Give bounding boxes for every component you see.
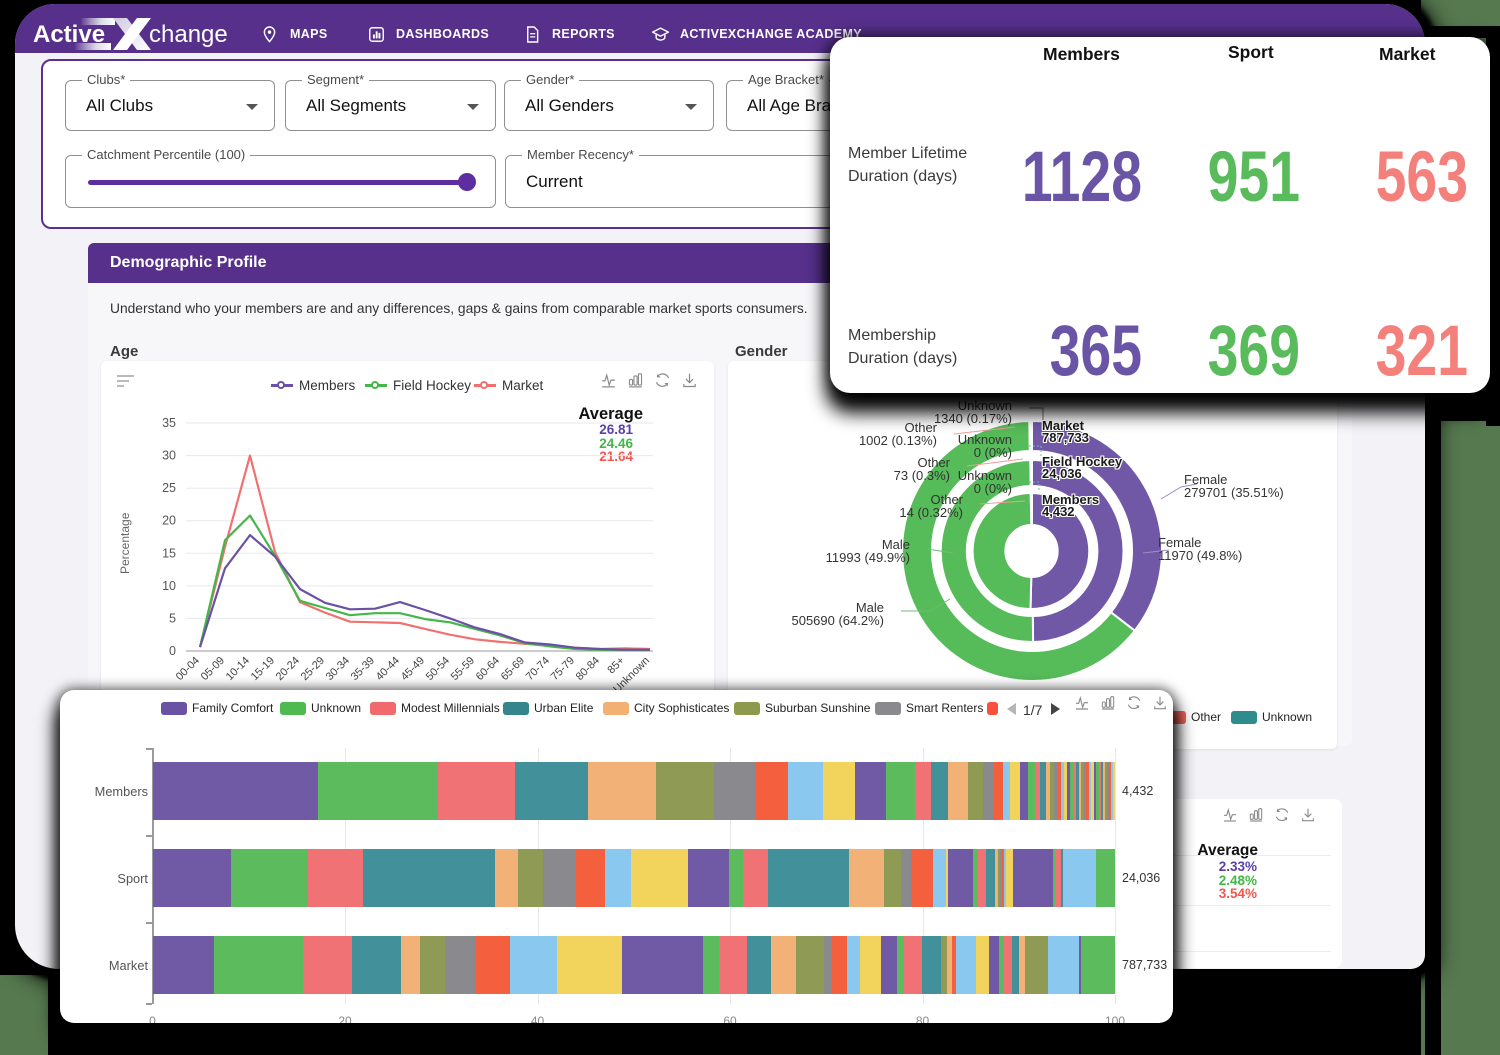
svg-text:00-04: 00-04 bbox=[174, 655, 202, 683]
svg-text:60-64: 60-64 bbox=[474, 655, 502, 683]
svg-text:50-54: 50-54 bbox=[424, 655, 452, 683]
svg-text:35-39: 35-39 bbox=[349, 655, 377, 683]
svg-text:Active: Active bbox=[33, 21, 105, 48]
svg-text:75-79: 75-79 bbox=[549, 655, 577, 683]
svg-text:change: change bbox=[149, 21, 228, 48]
svg-text:65-69: 65-69 bbox=[499, 655, 527, 683]
svg-text:20: 20 bbox=[162, 514, 176, 528]
svg-text:15: 15 bbox=[162, 546, 176, 560]
svg-text:45-49: 45-49 bbox=[399, 655, 427, 683]
svg-text:35: 35 bbox=[162, 416, 176, 430]
svg-text:25-29: 25-29 bbox=[299, 655, 327, 683]
svg-text:25: 25 bbox=[162, 481, 176, 495]
svg-text:80-84: 80-84 bbox=[574, 655, 602, 683]
svg-text:40-44: 40-44 bbox=[374, 655, 402, 683]
svg-text:15-19: 15-19 bbox=[249, 655, 277, 683]
svg-text:10: 10 bbox=[162, 579, 176, 593]
svg-text:Percentage: Percentage bbox=[118, 512, 132, 574]
svg-text:30-34: 30-34 bbox=[324, 655, 352, 683]
svg-text:70-74: 70-74 bbox=[524, 655, 552, 683]
svg-text:55-59: 55-59 bbox=[449, 655, 477, 683]
svg-text:10-14: 10-14 bbox=[224, 655, 252, 683]
svg-text:20-24: 20-24 bbox=[274, 655, 302, 683]
svg-text:5: 5 bbox=[169, 611, 176, 625]
svg-text:05-09: 05-09 bbox=[199, 655, 227, 683]
svg-text:30: 30 bbox=[162, 449, 176, 463]
svg-text:0: 0 bbox=[169, 644, 176, 658]
